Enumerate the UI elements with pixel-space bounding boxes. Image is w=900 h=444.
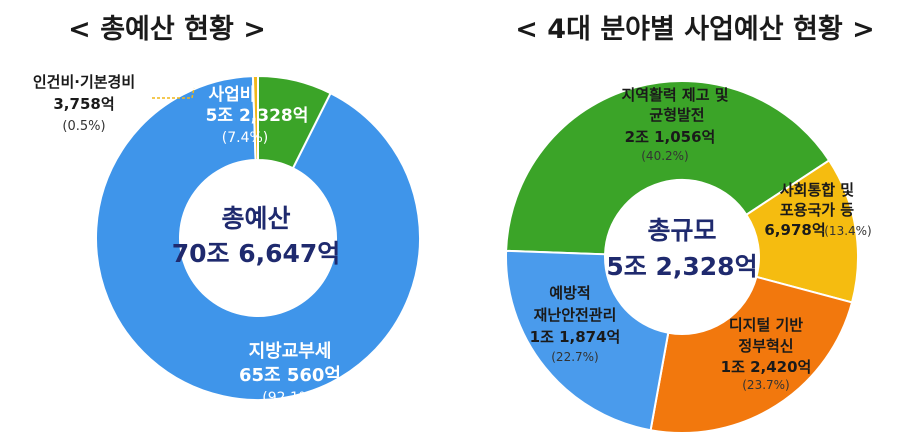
donut-sector-budget	[505, 80, 859, 434]
segment-percent: (23.7%)	[742, 378, 789, 392]
segment-name: 사회통합 및	[780, 181, 854, 199]
donut-slice-digital-government	[649, 275, 854, 434]
segment-amount: 6,978억	[764, 221, 825, 239]
label-local-tax: 지방교부세 65조 560억 (92.1%)	[239, 341, 341, 406]
segment-name: 균형발전	[649, 106, 704, 124]
center-label-title: 총예산	[221, 204, 290, 233]
segment-name: 인건비·기본경비	[33, 73, 135, 91]
label-disaster-safety: 예방적 재난안전관리 1조 1,874억 (22.7%)	[530, 284, 621, 364]
segment-name: 포용국가 등	[780, 201, 854, 219]
segment-amount: 3,758억	[53, 95, 114, 113]
segment-percent: (13.4%)	[824, 224, 871, 238]
segment-name: 사업비	[209, 85, 256, 105]
center-label-value: 70조 6,647억	[172, 239, 341, 268]
segment-name: 정부혁신	[738, 337, 793, 355]
chart-title-total-budget: < 총예산 현황 >	[68, 14, 266, 45]
label-social-integration: 사회통합 및 포용국가 등 6,978억 (13.4%)	[764, 181, 871, 239]
segment-name: 지역활력 제고 및	[621, 86, 728, 104]
label-regional-vitality: 지역활력 제고 및 균형발전 2조 1,056억 (40.2%)	[621, 86, 728, 163]
segment-amount: 5조 2,328억	[206, 106, 309, 126]
donut-slice-regional-vitality	[505, 80, 831, 256]
chart-title-sector-budget: < 4대 분야별 사업예산 현황 >	[515, 14, 874, 45]
segment-name: 지방교부세	[249, 341, 332, 362]
segment-amount: 1조 2,420억	[721, 358, 812, 376]
leader-line	[152, 87, 195, 99]
segment-amount: 1조 1,874억	[530, 328, 621, 346]
segment-percent: (0.5%)	[62, 119, 105, 134]
segment-percent: (7.4%)	[222, 130, 269, 146]
segment-amount: 65조 560억	[239, 365, 341, 386]
segment-percent: (22.7%)	[551, 350, 598, 364]
segment-name: 디지털 기반	[729, 316, 803, 334]
label-digital-government: 디지털 기반 정부혁신 1조 2,420억 (23.7%)	[721, 316, 812, 392]
donut-slice-disaster-safety	[505, 249, 670, 432]
segment-percent: (40.2%)	[641, 149, 688, 163]
donut-total-budget	[95, 74, 421, 401]
segment-amount: 2조 1,056억	[625, 128, 716, 146]
center-label-value: 5조 2,328억	[606, 252, 757, 281]
segment-name: 예방적	[549, 284, 590, 302]
label-project-cost: 사업비 5조 2,328억 (7.4%)	[206, 85, 309, 146]
donut-slice-social-integration	[744, 159, 859, 304]
segment-name: 재난안전관리	[534, 306, 617, 324]
label-personnel-cost: 인건비·기본경비 3,758억 (0.5%)	[33, 73, 135, 134]
donut-slice-local-tax	[95, 75, 421, 401]
segment-percent: (92.1%)	[262, 390, 317, 406]
donut-slice-personnel-cost	[251, 74, 259, 162]
center-label-title: 총규모	[647, 216, 716, 245]
